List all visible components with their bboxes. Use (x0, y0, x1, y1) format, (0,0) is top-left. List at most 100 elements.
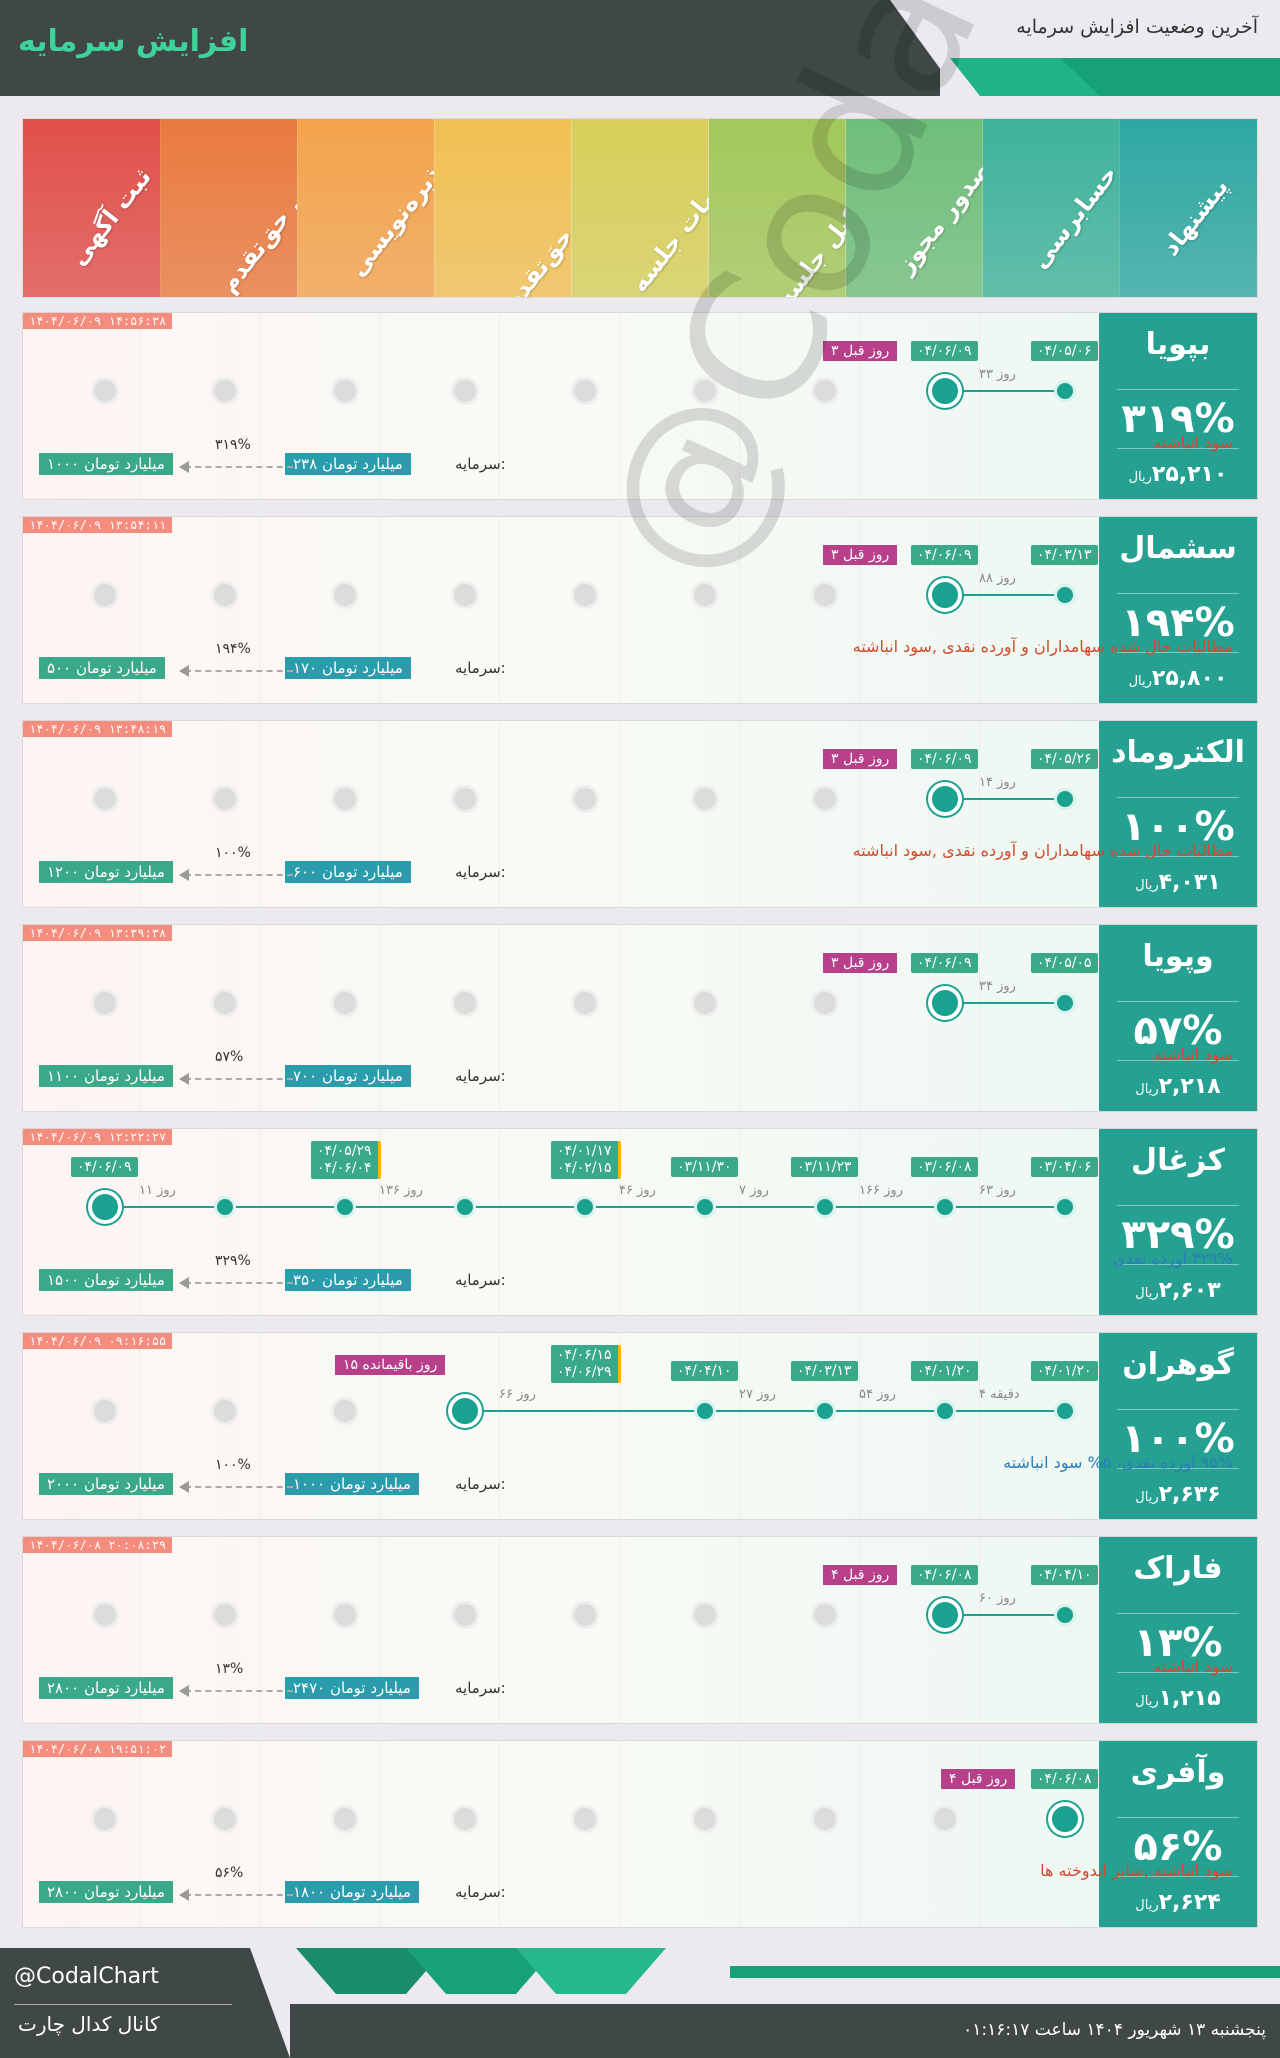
stage-dot-pending (691, 1601, 719, 1629)
column-divider (139, 1741, 140, 1927)
gap-label: ۱۱ روز (139, 1183, 176, 1198)
footer-bottom-band (290, 2004, 1280, 2058)
column-divider (379, 721, 380, 907)
column-divider (139, 517, 140, 703)
stock-card[interactable]: گوهران ۱۰۰% ۲,۶۳۶ریال ۱۴۰۴/۰۶/۰۹ ۰۹:۱۶:۵۵ ۰۴… (22, 1332, 1258, 1520)
timestamp: ۱۴۰۴/۰۶/۰۹ ۰۹:۱۶:۵۵ (23, 1333, 173, 1349)
column-divider (979, 925, 980, 1111)
stage-dot-done (694, 1196, 716, 1218)
stage-2: صدور مجوز (845, 119, 983, 297)
stock-card[interactable]: الکتروماد ۱۰۰% ۴,۰۳۱ریال ۱۴۰۴/۰۶/۰۹ ۱۳:۴۸:۱… (22, 720, 1258, 908)
date-tag: ۰۳/۱۱/۲۳ (791, 1157, 858, 1177)
stage-dot-pending (331, 1397, 359, 1425)
column-divider (619, 1537, 620, 1723)
column-divider (259, 925, 260, 1111)
stage-dot-pending (331, 785, 359, 813)
gap-label: ۴۶ روز (619, 1183, 656, 1198)
timestamp: ۱۴۰۴/۰۶/۰۸ ۲۰:۰۸:۲۹ (23, 1537, 173, 1553)
symbol-name: فاراک (1133, 1551, 1223, 1586)
capital-label: سرمایه: (455, 1679, 506, 1697)
stage-dot-pending (571, 377, 599, 405)
share-price: ۱,۲۱۵ریال (1109, 1686, 1247, 1711)
timeline-line (945, 390, 1065, 392)
stock-card[interactable]: وپویا ۵۷% ۲,۲۱۸ریال ۱۴۰۴/۰۶/۰۹ ۱۳:۳۹:۳۸ ۰۴/۰… (22, 924, 1258, 1112)
gap-label: ۴ دقیقه (979, 1387, 1020, 1402)
column-divider (979, 721, 980, 907)
stage-dot-pending (211, 785, 239, 813)
stage-5: استفاده از حق‌تقدم (434, 119, 572, 297)
stage-dot-current (88, 1190, 122, 1224)
column-divider (259, 1333, 260, 1519)
column-divider (139, 721, 140, 907)
stage-dot-done (694, 1400, 716, 1422)
column-divider (499, 313, 500, 499)
header-dark-band (0, 0, 940, 96)
stage-dot-pending (211, 581, 239, 609)
column-divider (499, 1537, 500, 1723)
column-divider (499, 925, 500, 1111)
increase-percent: ۱۹۴% (1117, 593, 1239, 653)
capital-arrow (179, 1277, 293, 1289)
capital-label: سرمایه: (455, 659, 506, 677)
column-divider (739, 1129, 740, 1315)
column-divider (739, 517, 740, 703)
column-divider (379, 1741, 380, 1927)
stage-dot-done (814, 1400, 836, 1422)
stage-dot-pending (451, 1601, 479, 1629)
capital-increase-percent: ۱۳% (215, 1661, 244, 1677)
stock-card[interactable]: سشمال ۱۹۴% ۲۵,۸۰۰ریال ۱۴۰۴/۰۶/۰۹ ۱۳:۵۴:۱۱ ۰۴… (22, 516, 1258, 704)
price-unit: ریال (1135, 1898, 1159, 1913)
capital-increase-percent: ۵۶% (215, 1865, 244, 1881)
stage-dot-pending (451, 785, 479, 813)
price-value: ۲,۶۲۴ (1158, 1890, 1221, 1915)
capital-increase-percent: ۳۲۹% (215, 1253, 251, 1269)
date-tag: ۰۴/۰۵/۲۶ (1031, 749, 1098, 769)
symbol-panel: کزغال ۳۲۹% ۲,۶۰۳ریال (1099, 1129, 1257, 1315)
capital-increase-percent: ۵۷% (215, 1049, 244, 1065)
stage-dot-pending (691, 785, 719, 813)
gap-label: ۶۶ روز (499, 1387, 536, 1402)
stage-dot-pending (451, 989, 479, 1017)
timestamp: ۱۴۰۴/۰۶/۰۹ ۱۴:۵۶:۳۸ (23, 313, 173, 329)
capital-label: سرمایه: (455, 863, 506, 881)
stage-dot-done (814, 1196, 836, 1218)
price-unit: ریال (1135, 1694, 1159, 1709)
stage-dot-pending (451, 1805, 479, 1833)
date-tag: ۰۴/۰۶/۰۹ (911, 953, 978, 973)
stock-card[interactable]: وآفری ۵۶% ۲,۶۲۴ریال ۱۴۰۴/۰۶/۰۸ ۱۹:۵۱:۰۲ ۰۴/۰… (22, 1740, 1258, 1928)
column-divider (859, 925, 860, 1111)
stage-0: پیشنهاد (1119, 119, 1257, 297)
stage-dot-done (1054, 1400, 1076, 1422)
stock-card[interactable]: بپویا ۳۱۹% ۲۵,۲۱۰ریال ۱۴۰۴/۰۶/۰۹ ۱۴:۵۶:۳۸ ۰۴… (22, 312, 1258, 500)
capital-label: سرمایه: (455, 1883, 506, 1901)
stage-dot-done (1054, 380, 1076, 402)
capital-label: سرمایه: (455, 1067, 506, 1085)
column-divider (859, 1741, 860, 1927)
date-tag: ۰۴/۰۶/۰۹ (71, 1157, 138, 1177)
increase-percent: ۱۰۰% (1117, 797, 1239, 857)
stage-dot-pending (571, 989, 599, 1017)
stage-6: پذیره‌نویسی (297, 119, 435, 297)
share-price: ۲,۲۱۸ریال (1109, 1074, 1247, 1099)
stage-dot-pending (811, 581, 839, 609)
stage-dot-current (928, 782, 962, 816)
price-value: ۲,۶۰۳ (1158, 1278, 1221, 1303)
column-divider (379, 1129, 380, 1315)
capital-before: ۱۰۰۰ میلیارد تومان (285, 1473, 419, 1495)
stage-dot-pending (451, 377, 479, 405)
date-range-tag: ۰۴/۰۵/۲۹ ۰۴/۰۶/۰۴ (311, 1141, 381, 1179)
stock-card[interactable]: فاراک ۱۳% ۱,۲۱۵ریال ۱۴۰۴/۰۶/۰۸ ۲۰:۰۸:۲۹ ۰۴/۰… (22, 1536, 1258, 1724)
stock-card[interactable]: کزغال ۳۲۹% ۲,۶۰۳ریال ۱۴۰۴/۰۶/۰۹ ۱۲:۲۲:۲۷ ۰۳/… (22, 1128, 1258, 1316)
stage-dot-done (1054, 1604, 1076, 1626)
column-divider (739, 1333, 740, 1519)
stage-dot-pending (211, 1601, 239, 1629)
price-unit: ریال (1128, 674, 1152, 689)
symbol-panel: الکتروماد ۱۰۰% ۴,۰۳۱ریال (1099, 721, 1257, 907)
stage-dot-done (1054, 584, 1076, 606)
stage-dot-done (334, 1196, 356, 1218)
date-tag: ۰۴/۰۵/۰۵ (1031, 953, 1098, 973)
stage-label: ثبت آگهی (64, 163, 157, 271)
page-subtitle: آخرین وضعیت افزایش سرمایه (1016, 16, 1258, 38)
funding-source: سود انباشته ,سایر اندوخته ها (1040, 1861, 1233, 1880)
column-divider (499, 517, 500, 703)
